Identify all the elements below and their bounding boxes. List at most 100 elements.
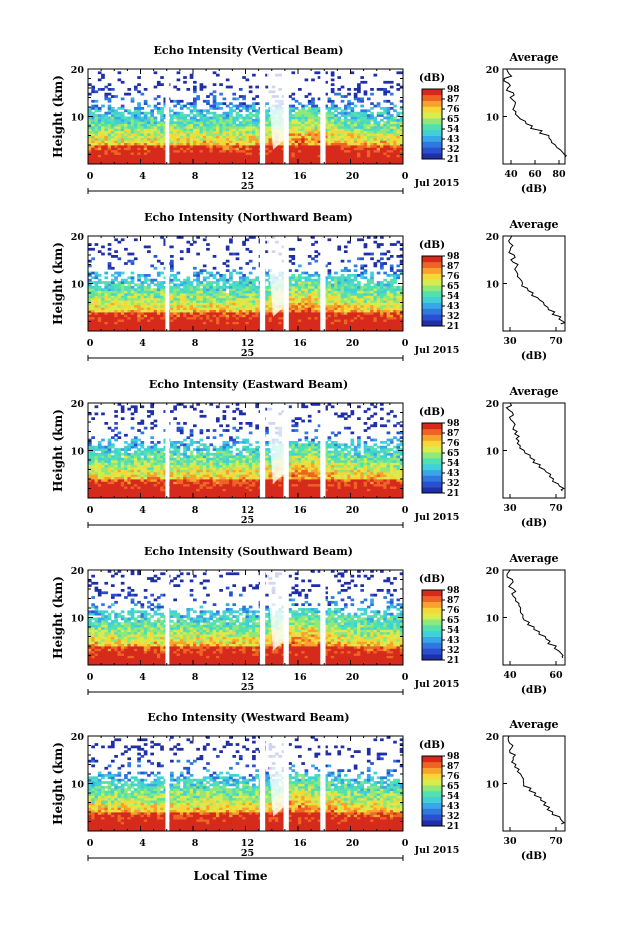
heatmap-cell [94, 326, 99, 330]
heatmap-cell [396, 114, 401, 117]
heatmap-cell [153, 142, 158, 146]
heatmap-cell [140, 116, 145, 120]
heatmap-cell [380, 319, 384, 322]
heatmap-cell [160, 297, 164, 301]
heatmap-cell [238, 326, 243, 330]
heatmap-cell [386, 133, 391, 136]
heatmap-cell [107, 288, 112, 292]
heatmap-cell [130, 297, 135, 301]
heatmap-cell [353, 307, 358, 311]
colorbar-tick-label: 87 [447, 95, 460, 105]
heatmap-cell [222, 285, 227, 289]
heatmap-cell [196, 133, 200, 136]
heatmap-cell [91, 121, 95, 125]
heatmap-cell [189, 290, 194, 294]
heatmap-cell [235, 159, 240, 163]
heatmap-cell [311, 133, 315, 136]
heatmap-cell [314, 326, 319, 330]
heatmap-cell [366, 297, 371, 301]
heatmap-cell [245, 78, 250, 82]
heatmap-cell [147, 140, 151, 144]
heatmap-cell [327, 290, 332, 294]
heatmap-cell [298, 307, 302, 311]
heatmap-cell [163, 276, 168, 280]
heatmap-cell [255, 85, 260, 89]
heatmap-cell [366, 118, 371, 122]
heatmap-cell [248, 293, 253, 296]
heatmap-cell [117, 288, 122, 292]
heatmap-cell [255, 278, 260, 282]
heatmap-cell [120, 128, 125, 132]
heatmap-cell [127, 312, 132, 315]
heatmap-cell [389, 140, 394, 144]
heatmap-cell [265, 250, 269, 254]
heatmap-cell [271, 319, 276, 322]
heatmap-cell [189, 73, 194, 77]
heatmap-cell [91, 133, 95, 136]
heatmap-cell [373, 312, 378, 315]
heatmap-cell [242, 297, 246, 301]
heatmap-cell [173, 140, 177, 144]
heatmap-cell [235, 290, 240, 294]
heatmap-cell [245, 288, 250, 292]
heatmap-cell [317, 147, 322, 151]
heatmap-cell [307, 92, 312, 96]
heatmap-cell [186, 312, 191, 315]
heatmap-cell [340, 326, 345, 330]
heatmap-cell [183, 309, 187, 313]
heatmap-cell [104, 295, 109, 299]
heatmap-cell [291, 288, 296, 292]
heatmap-cell [383, 109, 387, 113]
heatmap-cell [337, 323, 342, 327]
heatmap-cell [281, 149, 286, 153]
heatmap-cell [298, 152, 302, 155]
heatmap-cell [156, 109, 161, 113]
heatmap-cell [327, 142, 332, 146]
heatmap-cell [288, 293, 292, 296]
heatmap-cell [307, 290, 312, 294]
heatmap-cell [330, 88, 335, 91]
heatmap-cell [183, 118, 187, 122]
heatmap-cell [209, 297, 214, 301]
heatmap-cell [248, 312, 253, 315]
heatmap-cell [235, 118, 240, 122]
heatmap-cell [242, 116, 246, 120]
heatmap-cell [222, 116, 227, 120]
heatmap-cell [327, 276, 332, 280]
heatmap-cell [147, 137, 151, 141]
heatmap-cell [107, 133, 112, 136]
heatmap-cell [120, 126, 125, 129]
heatmap-cell [288, 104, 292, 108]
heatmap-cell [186, 114, 191, 117]
heatmap-cell [88, 328, 92, 332]
heatmap-cell [225, 259, 230, 263]
heatmap-cell [88, 116, 92, 120]
heatmap-cell [248, 236, 253, 239]
sparse-region [266, 236, 284, 317]
heatmap-cell [124, 137, 128, 141]
heatmap-cell [202, 156, 207, 160]
heatmap-cell [363, 147, 368, 151]
heatmap-cell [179, 316, 184, 320]
heatmap-cell [301, 323, 305, 327]
heatmap-cell [396, 152, 401, 155]
heatmap-cell [327, 137, 332, 141]
heatmap-cell [199, 126, 204, 129]
heatmap-cell [314, 118, 319, 122]
heatmap-cell [235, 257, 240, 261]
heatmap-cell [150, 137, 155, 141]
heatmap-cell [314, 321, 319, 325]
heatmap-cell [275, 147, 279, 151]
heatmap-cell [153, 152, 158, 155]
heatmap-cell [386, 107, 391, 110]
heatmap-cell [206, 285, 210, 289]
heatmap-cell [252, 147, 256, 151]
heatmap-cell [324, 152, 328, 155]
heatmap-cell [229, 238, 233, 242]
heatmap-cell [399, 269, 404, 273]
heatmap-cell [143, 295, 148, 299]
heatmap-cell [324, 161, 328, 165]
heatmap-cell [248, 285, 253, 289]
heatmap-cell [173, 135, 177, 139]
heatmap-cell [393, 288, 397, 292]
